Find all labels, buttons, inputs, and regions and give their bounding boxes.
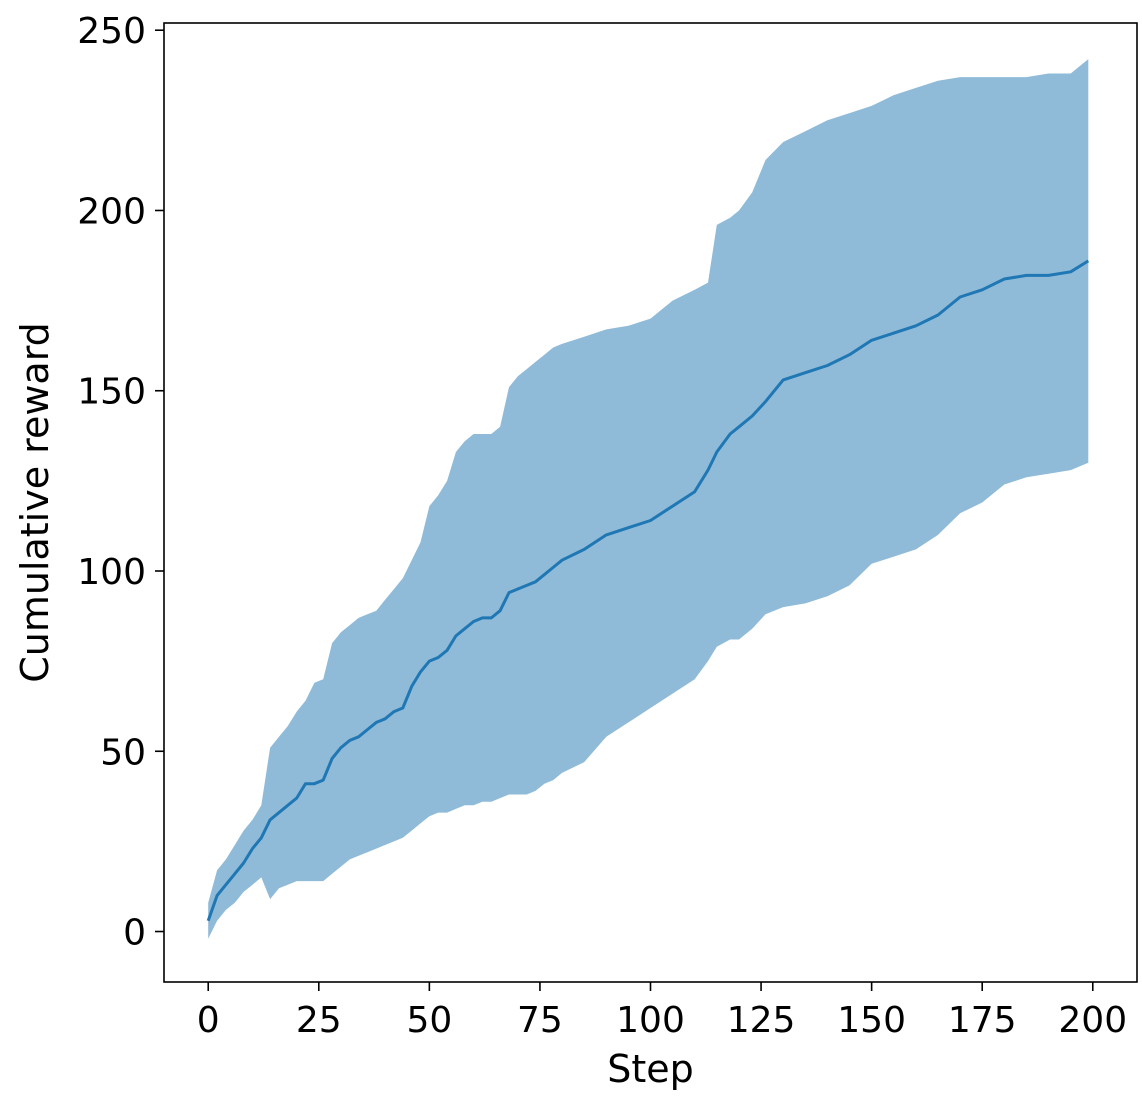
x-tick-label: 200	[1058, 1000, 1127, 1041]
x-axis-label: Step	[607, 1047, 694, 1091]
y-tick-label: 250	[77, 11, 146, 52]
mean-line-layer	[206, 259, 1090, 922]
y-tick-label: 0	[123, 913, 146, 954]
y-tick-label: 200	[77, 191, 146, 232]
x-tick-label: 50	[406, 1000, 452, 1041]
y-tick-label: 100	[77, 552, 146, 593]
x-axis-ticks: 0 25 50 75 100 125 150 175 200	[197, 982, 1127, 1041]
x-tick-label: 150	[837, 1000, 906, 1041]
x-tick-label: 100	[616, 1000, 685, 1041]
y-tick-label: 150	[77, 372, 146, 413]
y-axis-label: Cumulative reward	[13, 322, 57, 683]
x-tick-label: 75	[517, 1000, 563, 1041]
confidence-band-layer	[208, 59, 1089, 939]
mean-line	[206, 259, 1090, 922]
x-tick-label: 0	[197, 1000, 220, 1041]
y-tick-label: 50	[100, 732, 146, 773]
x-tick-label: 25	[296, 1000, 342, 1041]
x-tick-label: 175	[948, 1000, 1017, 1041]
confidence-band	[208, 59, 1089, 939]
x-tick-label: 125	[727, 1000, 796, 1041]
y-axis-ticks: 0 50 100 150 200 250	[77, 11, 164, 954]
